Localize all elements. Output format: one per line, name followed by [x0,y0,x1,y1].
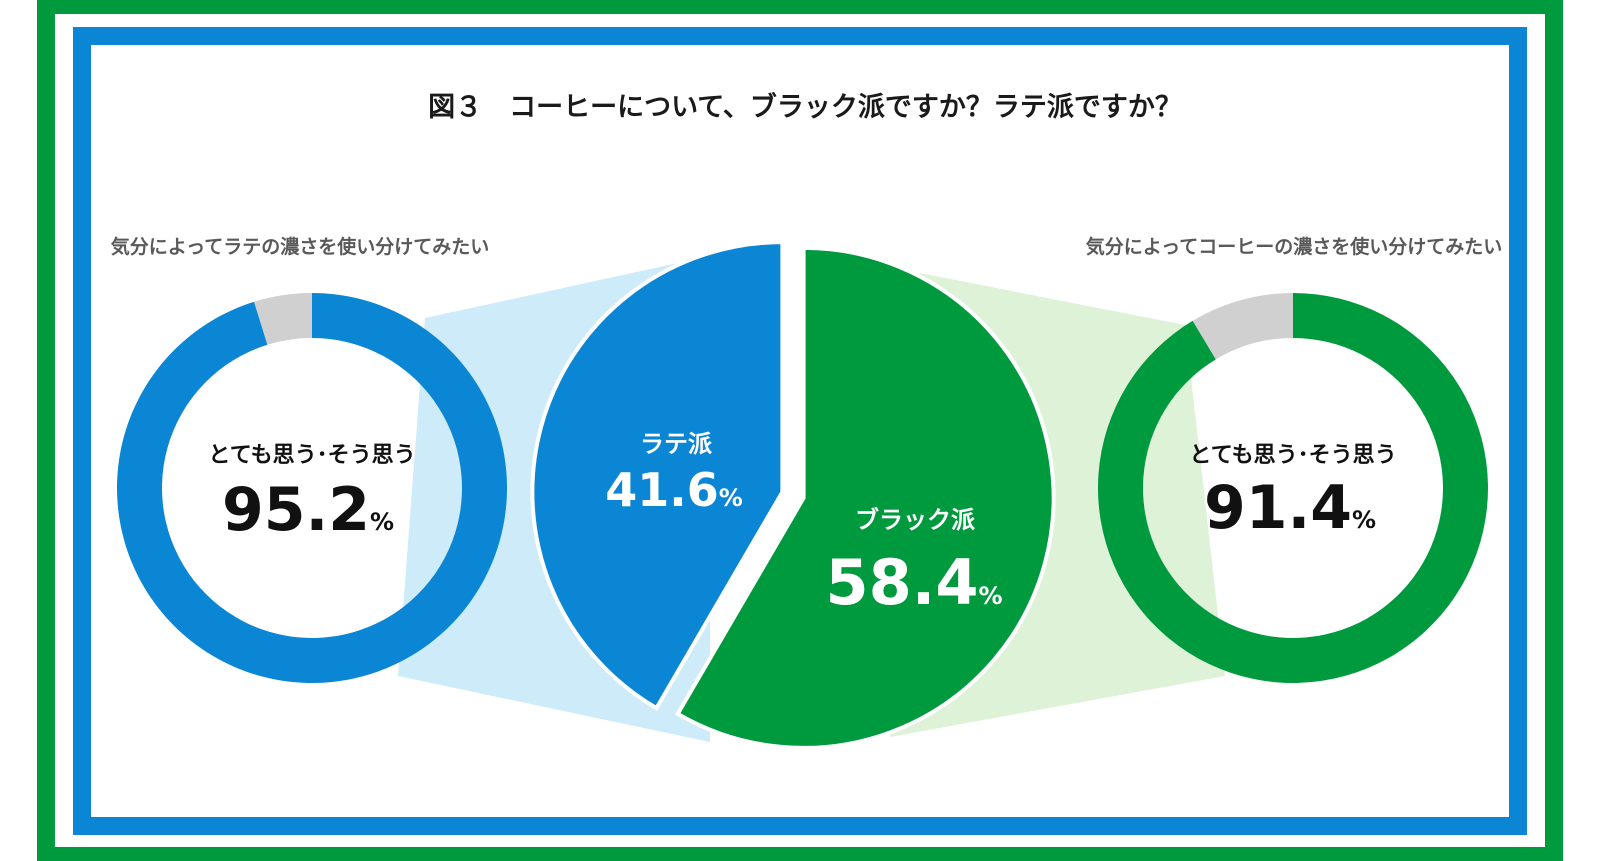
donut-right-label: とても思う･そう思う [1189,443,1396,468]
donut-right-value-number: 91.4 [1204,473,1352,543]
donut-right-value-unit: % [1352,506,1376,534]
pie-black-label: ブラック派 [855,506,975,534]
pie-latte-value-number: 41.6 [605,463,719,517]
donut-right-segment-other [1192,293,1293,360]
donut-left-value: 95.2% [222,475,394,545]
donut-left-segment-other [254,293,312,345]
donut-left-value-unit: % [370,508,394,536]
donut-left [117,293,508,683]
pie-latte-value: 41.6% [605,463,743,517]
donut-right-value: 91.4% [1204,473,1376,543]
pie-black-value-unit: % [978,582,1002,610]
main-pie [530,240,1056,750]
pie-slice-black [674,245,1056,750]
donut-right-subtitle: 気分によってコーヒーの濃さを使い分けてみたい [1086,235,1502,258]
donut-left-label: とても思う･そう思う [208,443,415,468]
pie-latte-value-unit: % [719,484,743,512]
pie-black-value-number: 58.4 [825,546,978,619]
pie-latte-label: ラテ派 [640,430,712,458]
donut-left-subtitle: 気分によってラテの濃さを使い分けてみたい [111,235,489,258]
donut-right [1097,293,1488,683]
donut-left-value-number: 95.2 [222,475,370,545]
chart-title: 図３ コーヒーについて、ブラック派ですか？ラテ派ですか？ [428,91,1182,123]
outer-frame [37,0,1563,861]
pie-black-value: 58.4% [825,546,1002,619]
pie-slice-latte [530,240,785,711]
